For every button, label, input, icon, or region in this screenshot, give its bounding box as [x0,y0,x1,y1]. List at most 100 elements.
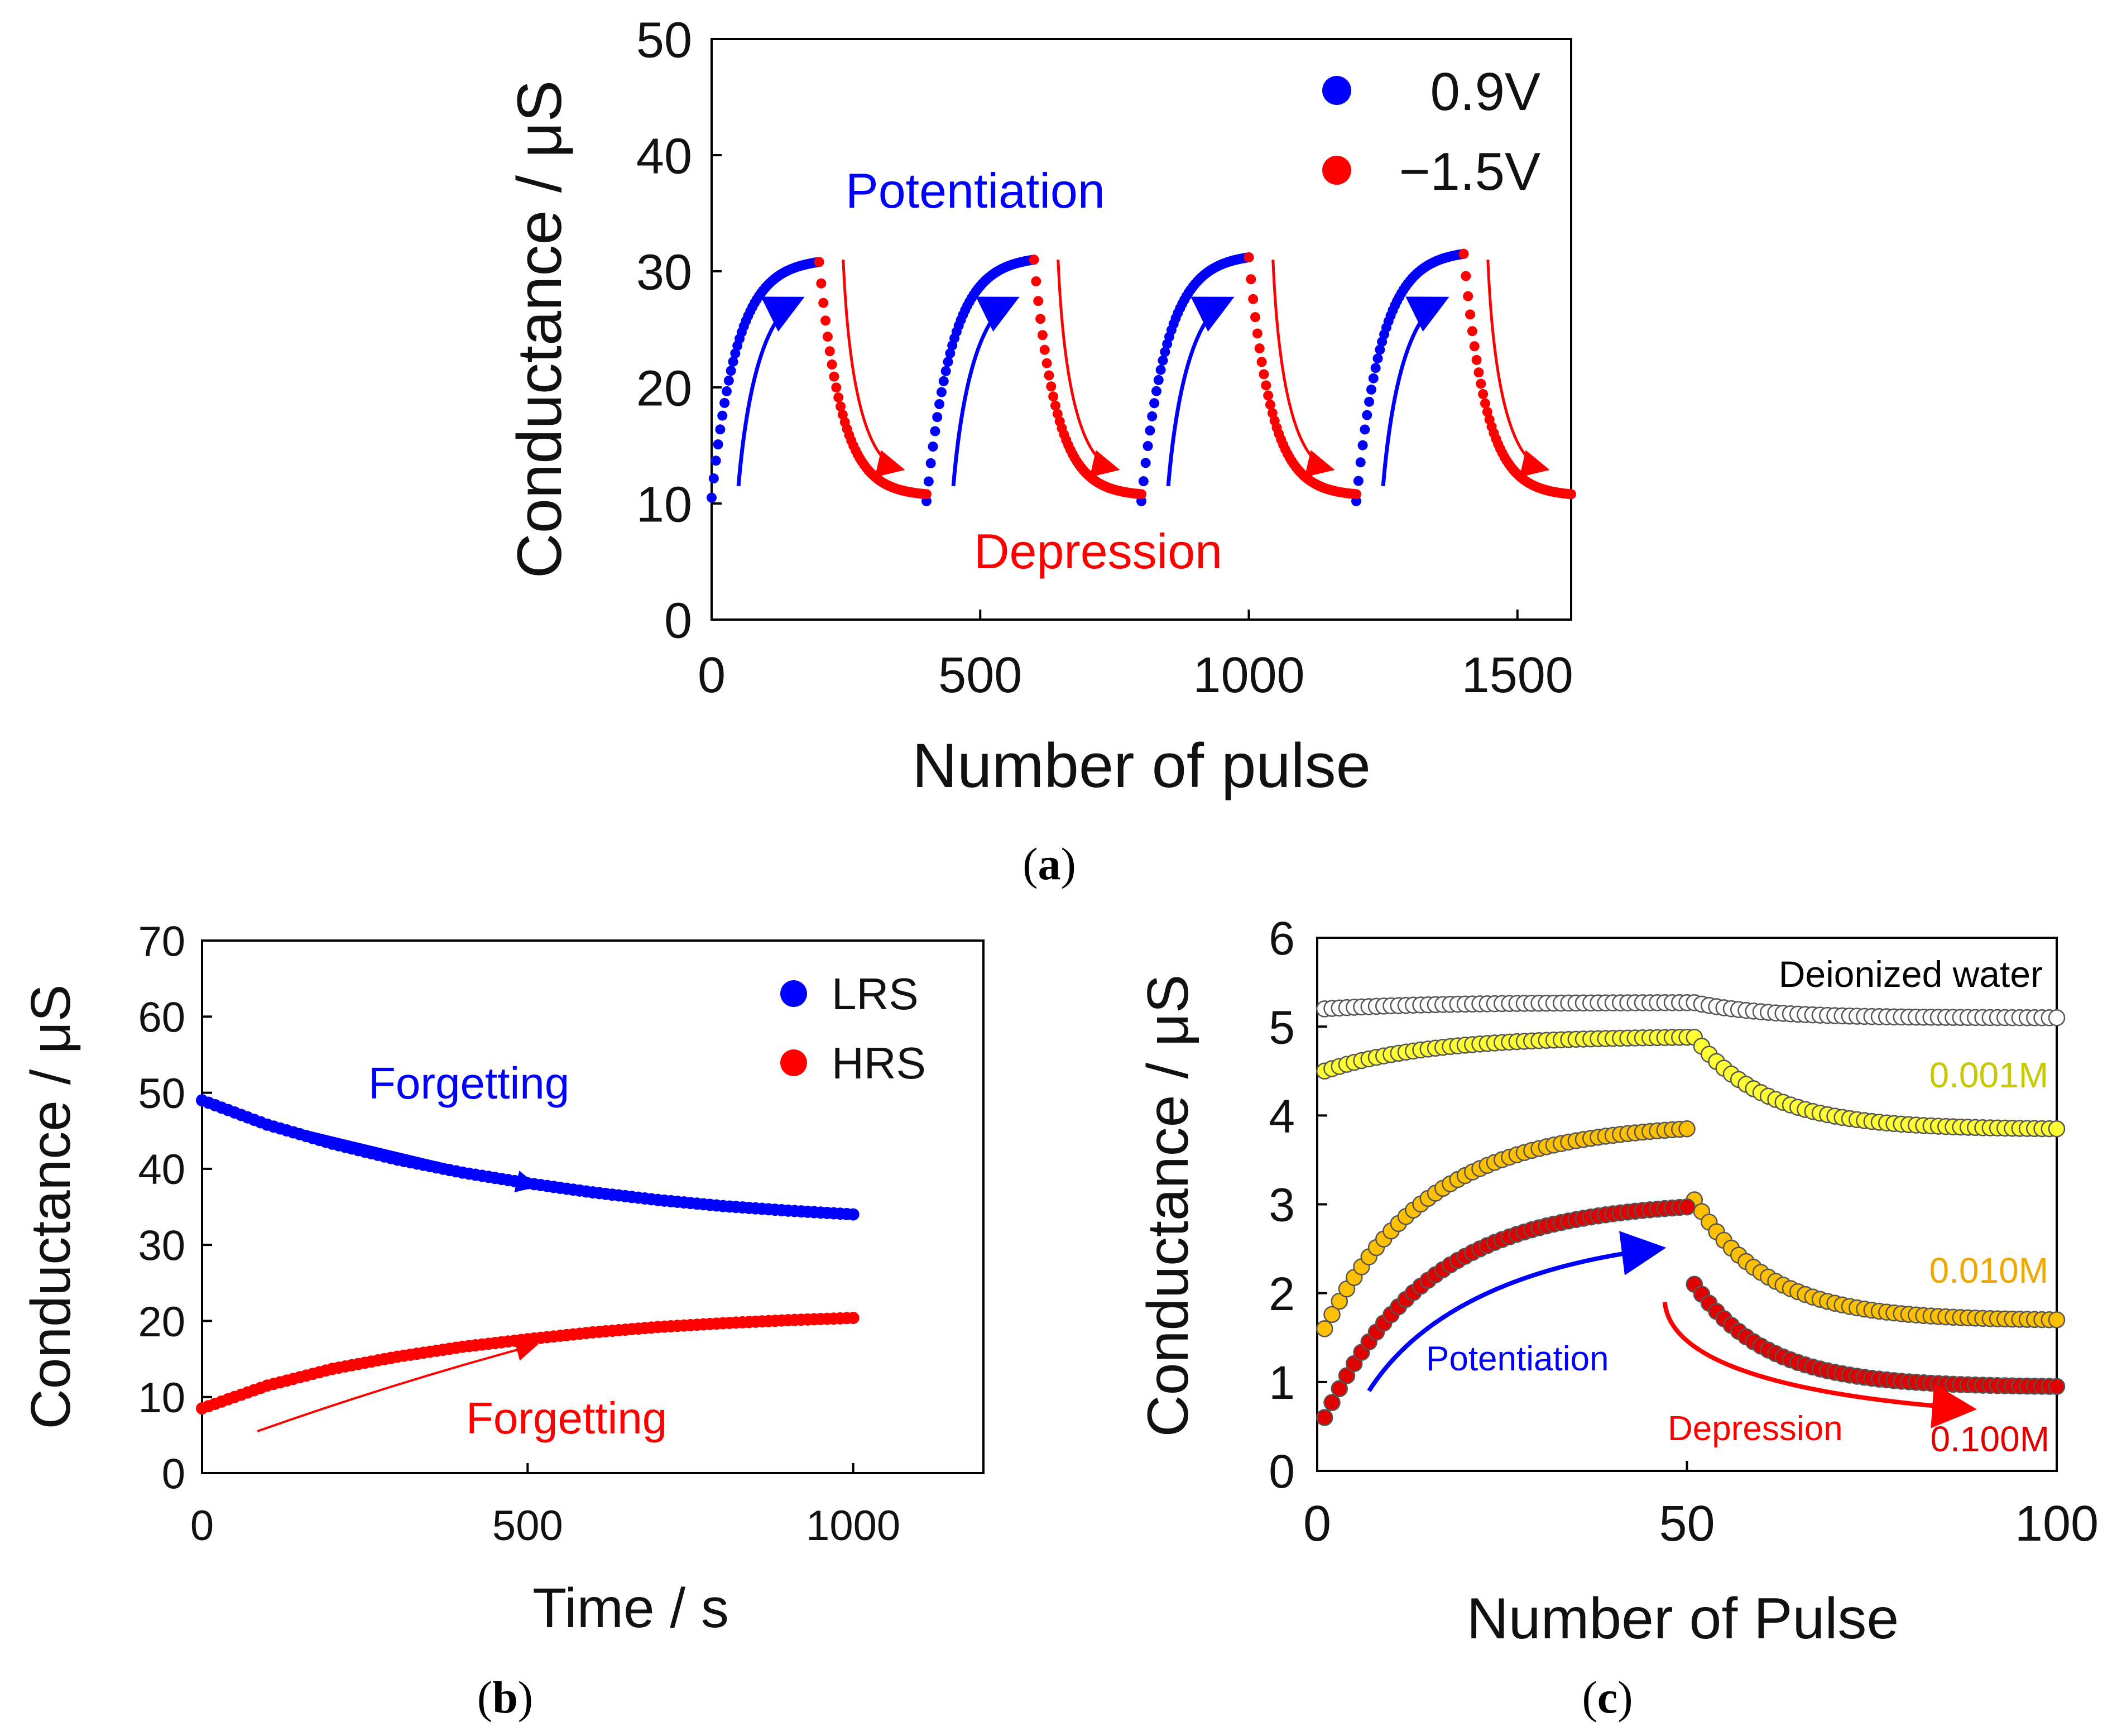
panel-a-point [1480,398,1490,409]
panel-b-frame [201,939,985,1474]
panel-a-point [728,356,738,367]
panel-a-point [814,257,824,267]
panel-a-point [1353,476,1364,486]
panel-b-y-tick-label-6: 60 [138,994,185,1042]
panel-a-y-axis-title: Conductance / μS [505,80,574,579]
panel-c-label-water: Deionized water [1779,953,2043,995]
panel-c-depression-label: Depression [1668,1409,1843,1448]
caption-b-letter: b [492,1672,518,1723]
panel-a-point [1471,354,1482,365]
panel-a-point [1256,357,1267,367]
panel-a-point [940,366,951,376]
panel-b-ticks: 0 500 1000 0 10 20 30 40 50 60 70 [138,918,900,1550]
panel-b-series [196,1094,860,1415]
panel-a-point [827,359,837,370]
panel-a-potentiation-arrow-1 [951,296,1020,487]
panel-b-arrows [257,1118,539,1432]
panel-a-point [833,392,844,403]
panel-a-point [1158,355,1168,366]
panel-a-potentiation-label: Potentiation [846,163,1105,218]
panel-a-point [1147,411,1158,421]
panel-a-point [932,412,943,423]
panel-a-point [1372,353,1383,364]
panel-a-legend-label-0: 0.9V [1430,62,1540,122]
panel-a-legend-marker-1 [1322,156,1351,185]
panel-c-depression-arrow [1662,1302,1977,1428]
panel-c-potentiation-label: Potentiation [1426,1340,1609,1378]
panel-a-series-1 [814,248,1576,500]
panel-a-point [1351,489,1361,500]
panel-a-point [1140,458,1151,468]
panel-c-point [2048,1120,2066,1138]
panel-b-y-tick-label-5: 50 [138,1070,185,1118]
panel-a-point [829,371,839,382]
panel-a-depression-arrow-0 [842,260,905,477]
panel-b-legend-marker-1 [780,1049,807,1076]
panel-a-arrows [736,260,1550,487]
panel-a-point [713,439,723,450]
panel-c-y-tick-label-6: 6 [1269,912,1295,965]
panel-a-x-axis-title: Number of pulse [912,731,1371,800]
panel-b-y-tick-label-1: 10 [138,1374,185,1422]
panel-a-point [1250,312,1261,323]
panel-a-point [723,375,734,386]
panel-c-series [1316,994,2066,1426]
panel-a-y-tick-label-1: 10 [636,477,692,533]
panel-c-series-1 [1316,1029,2066,1138]
panel-a-depression-arrow-3 [1486,260,1550,477]
panel-a-point [721,386,732,397]
panel-b-point [847,1208,860,1221]
panel-c-series-2 [1316,1120,2066,1337]
panel-a-depression-arrow-1 [1057,260,1120,477]
panel-a-point [1151,386,1161,396]
panel-c-point [2048,1009,2066,1027]
panel-a-point [1246,274,1256,285]
panel-a-point [1368,373,1379,383]
panel-a-potentiation-arrow-2 [1166,296,1235,487]
panel-c-x-tick-label-2: 100 [2015,1496,2099,1552]
panel-b-x-tick-label-0: 0 [190,1502,214,1550]
panel-a-point [1155,365,1166,375]
panel-a-point [945,348,956,358]
panel-a-point [1461,271,1471,281]
panel-a-y-tick-label-2: 20 [636,361,692,416]
panel-a-legend-marker-0 [1322,76,1351,105]
panel-a-point [715,424,726,435]
panel-c-point [1678,1120,1696,1138]
panel-a-point [1153,375,1164,385]
panel-a-x-tick-label-3: 1500 [1462,648,1573,703]
panel-a-point [1048,391,1059,402]
panel-a-point [836,401,846,412]
panel-b-series-0 [196,1094,860,1221]
panel-a-point [1265,400,1275,410]
panel-b-x-tick-label-1: 500 [492,1502,563,1550]
panel-a-point [1138,476,1149,487]
panel-a-point [1357,440,1368,450]
panel-c-y-tick-label-3: 3 [1269,1179,1295,1231]
panel-a-point [717,410,728,421]
panel-a-point [943,357,953,367]
panel-a-point [1041,358,1052,368]
panel-a-point [923,476,934,487]
caption-a-letter: a [1038,838,1061,889]
panel-a-point [936,387,947,397]
panel-c-point [1316,1409,1333,1426]
panel-c-point [1678,1198,1696,1216]
panel-a-point [934,399,945,409]
panel-a-point [1261,380,1271,391]
panel-a-point [831,382,842,393]
panel-c-y-axis-title: Conductance / μS [1136,975,1201,1437]
panel-a-point [1033,296,1044,306]
panel-c-label-0100: 0.100M [1931,1419,2049,1459]
panel-a-point [707,492,717,503]
panel-b-forgetting-lrs-label: Forgetting [368,1058,569,1108]
panel-b-x-tick-label-2: 1000 [806,1502,900,1550]
panel-c-x-axis-title: Number of Pulse [1467,1586,1899,1651]
panel-a-point [1145,425,1155,436]
panel-c-x-tick-label-0: 0 [1303,1496,1331,1552]
panel-a-point [1244,252,1254,263]
panel-a-y-tick-label-5: 50 [636,12,692,68]
panel-c-point [1323,1394,1341,1411]
